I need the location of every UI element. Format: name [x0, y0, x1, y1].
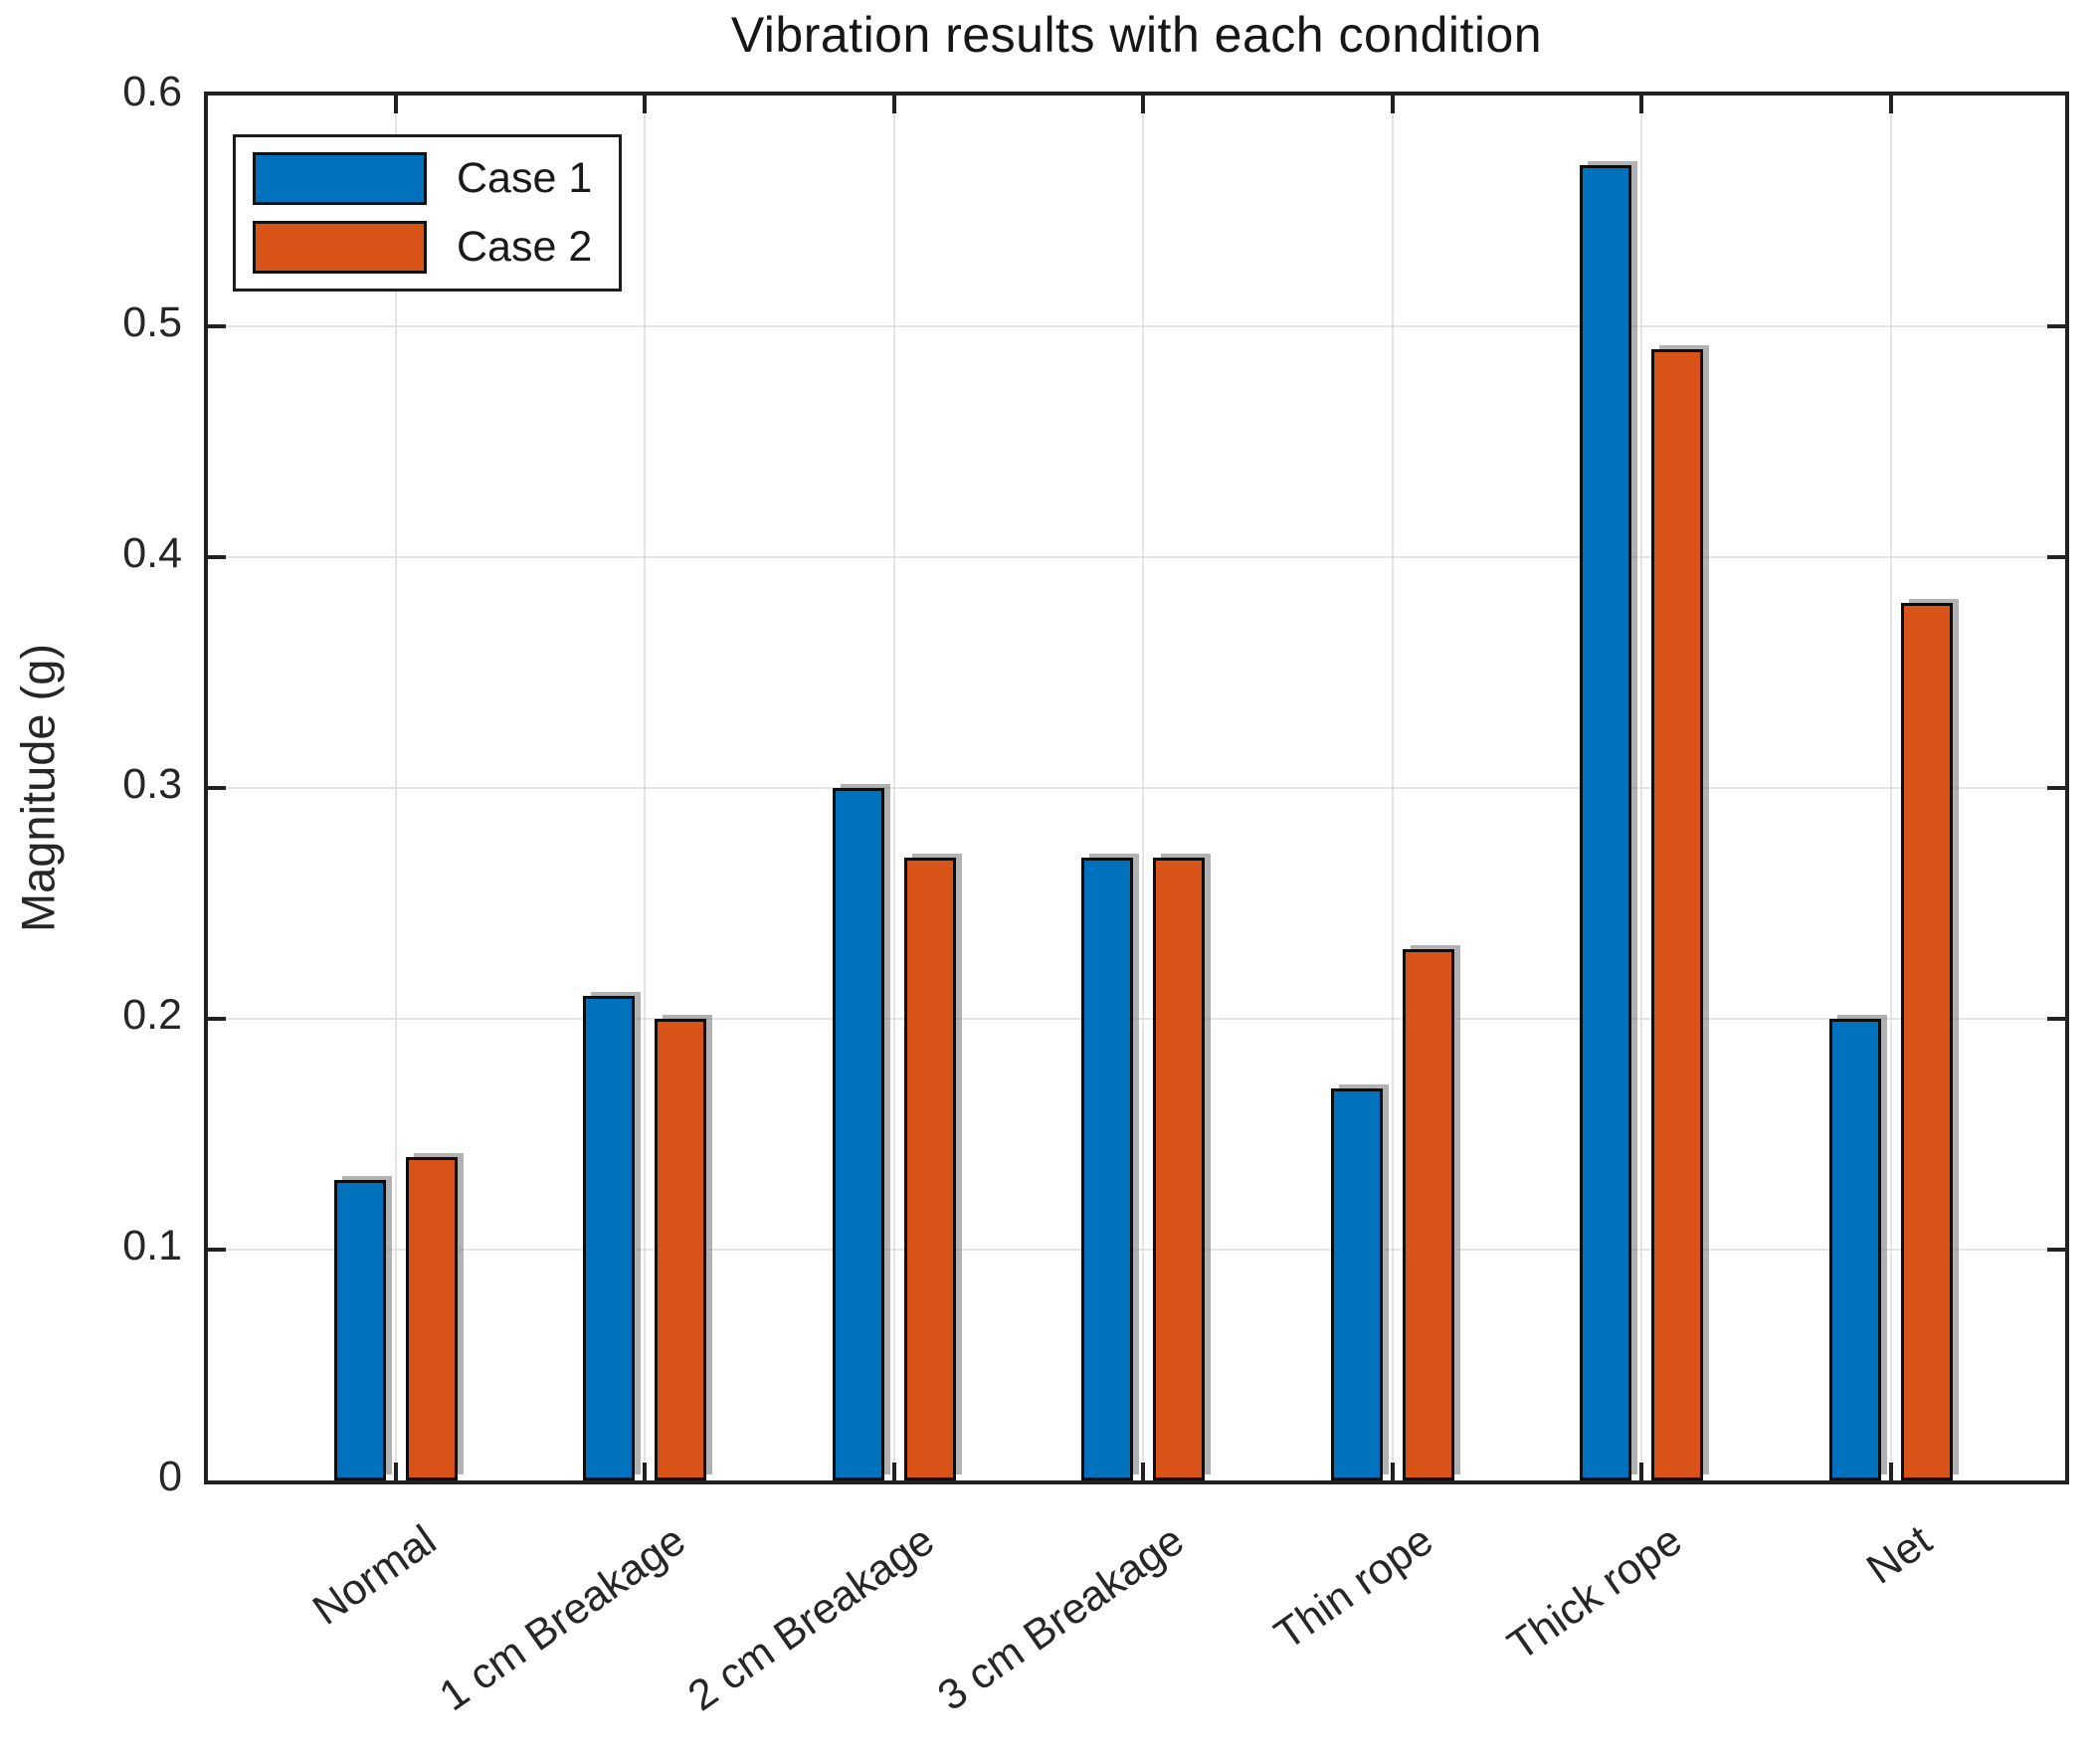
gridline-horizontal — [208, 325, 2065, 327]
gridline-vertical — [892, 96, 895, 1480]
y-tick-mark-right — [2047, 1017, 2065, 1021]
y-tick-label: 0.6 — [122, 68, 182, 115]
y-tick-label: 0.5 — [122, 298, 182, 346]
gridline-vertical — [1640, 96, 1642, 1480]
bar-case-1-3 — [1081, 858, 1133, 1480]
x-tick-mark-bottom — [1390, 1463, 1395, 1480]
y-tick-label: 0.4 — [122, 529, 182, 577]
x-tick-mark-bottom — [393, 1463, 398, 1480]
x-tick-mark-top — [1390, 96, 1395, 113]
chart-title: Vibration results with each condition — [730, 7, 1543, 63]
x-tick-mark-top — [643, 96, 647, 113]
x-tick-label: Net — [1857, 1516, 1941, 1594]
gridline-horizontal — [208, 787, 2065, 789]
x-tick-label: Thick rope — [1499, 1516, 1691, 1670]
y-tick-mark-right — [2047, 555, 2065, 559]
x-tick-mark-top — [891, 96, 896, 113]
gridline-vertical — [1889, 96, 1892, 1480]
plot-area — [204, 92, 2069, 1484]
bar-case-1-4 — [1330, 1088, 1383, 1480]
x-tick-label: Thin rope — [1265, 1516, 1442, 1660]
x-tick-mark-bottom — [643, 1463, 647, 1480]
y-tick-label: 0.2 — [122, 991, 182, 1039]
gridline-horizontal — [208, 1249, 2065, 1251]
legend-swatch-case-1 — [253, 152, 427, 206]
y-tick-mark-left — [208, 786, 226, 790]
bar-case-2-5 — [1651, 349, 1703, 1480]
gridline-vertical — [1391, 96, 1394, 1480]
y-tick-mark-left — [208, 324, 226, 328]
x-tick-mark-top — [1141, 96, 1145, 113]
x-tick-mark-bottom — [1888, 1463, 1893, 1480]
x-tick-label: 2 cm Breakage — [679, 1516, 944, 1721]
legend-swatch-case-2 — [253, 220, 427, 274]
y-tick-mark-left — [208, 1017, 226, 1021]
y-tick-label: 0 — [158, 1453, 182, 1500]
bar-case-2-3 — [1153, 858, 1205, 1480]
gridline-vertical — [394, 96, 397, 1480]
y-tick-mark-right — [2047, 324, 2065, 328]
gridline-vertical — [1142, 96, 1144, 1480]
bar-case-2-6 — [1900, 603, 1953, 1480]
legend: Case 1 Case 2 — [233, 134, 622, 292]
bar-case-1-1 — [583, 996, 635, 1480]
bar-case-2-2 — [903, 858, 956, 1480]
bar-case-1-6 — [1828, 1019, 1881, 1480]
gridline-horizontal — [208, 556, 2065, 558]
x-tick-label: 1 cm Breakage — [431, 1516, 694, 1721]
legend-label: Case 2 — [457, 222, 593, 271]
legend-entry-2: Case 2 — [253, 220, 619, 274]
x-tick-mark-top — [1639, 96, 1643, 113]
bar-case-2-0 — [405, 1157, 458, 1480]
bar-case-1-2 — [832, 788, 884, 1480]
x-tick-label: 3 cm Breakage — [929, 1516, 1193, 1721]
bar-case-2-4 — [1402, 949, 1454, 1480]
bar-case-1-0 — [333, 1180, 386, 1480]
y-tick-mark-left — [208, 555, 226, 559]
y-tick-label: 0.3 — [122, 760, 182, 808]
y-tick-mark-right — [2047, 1248, 2065, 1252]
y-tick-mark-left — [208, 1248, 226, 1252]
bar-case-1-5 — [1580, 165, 1631, 1480]
x-tick-label: Normal — [303, 1516, 446, 1635]
gridline-horizontal — [208, 1018, 2065, 1020]
x-tick-mark-bottom — [1639, 1463, 1643, 1480]
y-tick-label: 0.1 — [122, 1222, 182, 1270]
y-tick-mark-right — [2047, 786, 2065, 790]
legend-label: Case 1 — [457, 154, 593, 203]
x-tick-mark-bottom — [1141, 1463, 1145, 1480]
x-tick-mark-bottom — [891, 1463, 896, 1480]
legend-entry-1: Case 1 — [253, 152, 619, 206]
bar-case-2-1 — [655, 1019, 706, 1480]
x-tick-mark-top — [393, 96, 398, 113]
gridline-vertical — [644, 96, 646, 1480]
x-tick-mark-top — [1888, 96, 1893, 113]
